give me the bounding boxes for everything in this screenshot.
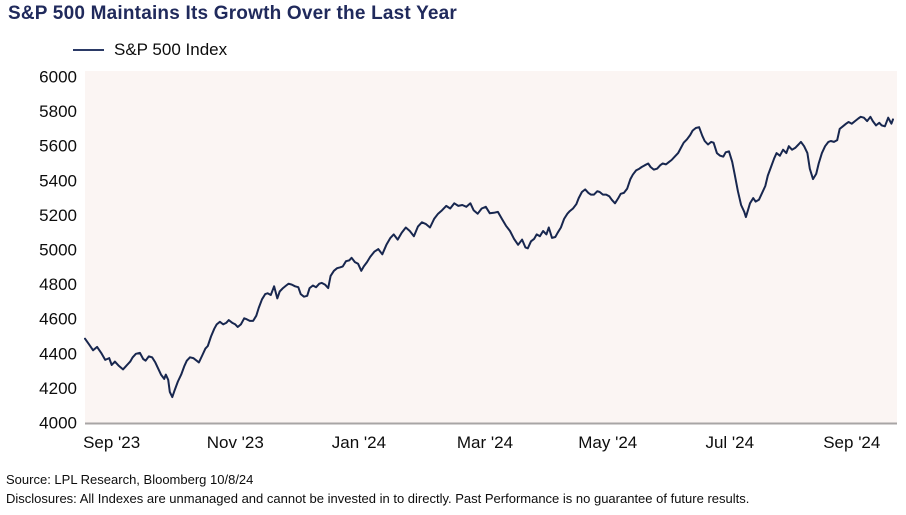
x-axis-tick-label: Nov '23: [207, 433, 264, 452]
y-axis-tick-label: 4600: [39, 310, 77, 329]
disclosures-text: Disclosures: All Indexes are unmanaged a…: [6, 491, 750, 506]
x-axis-tick-label: Jul '24: [705, 433, 754, 452]
x-axis-tick-label: Mar '24: [457, 433, 513, 452]
plot-area: [85, 71, 897, 423]
y-axis-tick-label: 4400: [39, 344, 77, 363]
x-axis-tick-label: Sep '23: [83, 433, 140, 452]
line-chart: 4000 4200 4400 4600 4800 5000 5200 5400 5600 5800…: [0, 55, 906, 465]
legend-line-swatch: [73, 49, 104, 51]
sp500-line-series: [84, 115, 894, 399]
y-axis-tick-label: 4200: [39, 379, 77, 398]
x-axis-tick-label: Jan '24: [332, 433, 386, 452]
x-axis-tick-label: Sep '24: [823, 433, 880, 452]
y-axis-tick-label: 5400: [39, 171, 77, 190]
x-axis-tick-label: May '24: [578, 433, 637, 452]
y-axis-tick-label: 5800: [39, 102, 77, 121]
y-axis-tick-label: 5000: [39, 241, 77, 260]
chart-title: S&P 500 Maintains Its Growth Over the La…: [8, 3, 458, 24]
y-axis-tick-label: 5600: [39, 137, 77, 156]
y-axis-tick-label: 5200: [39, 206, 77, 225]
source-text: Source: LPL Research, Bloomberg 10/8/24: [6, 472, 254, 487]
legend-label: S&P 500 Index: [114, 40, 228, 59]
y-axis-tick-label: 6000: [39, 68, 77, 87]
legend: S&P 500 Index: [73, 40, 227, 60]
footer: Source: LPL Research, Bloomberg 10/8/24 …: [6, 470, 900, 508]
chart-canvas: 4000 4200 4400 4600 4800 5000 5200 5400 5600 5800…: [39, 68, 897, 452]
y-axis-tick-label: 4000: [39, 414, 77, 433]
y-axis-tick-label: 4800: [39, 275, 77, 294]
